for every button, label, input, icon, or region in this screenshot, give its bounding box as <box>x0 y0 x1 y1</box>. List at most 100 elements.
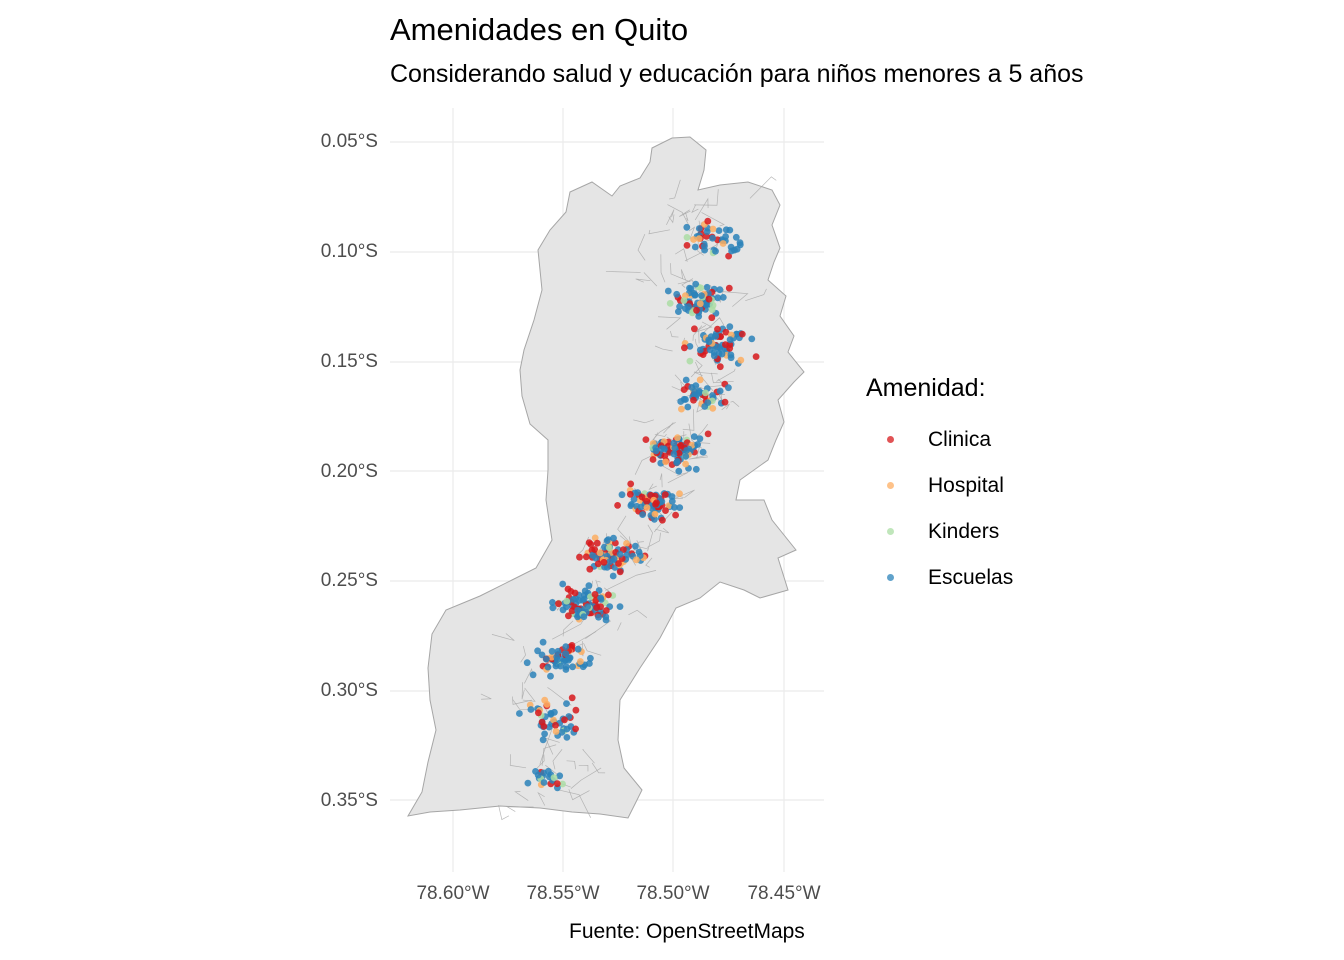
hospital-point <box>623 540 630 547</box>
escuela-point <box>698 292 705 299</box>
neighborhood-boundary <box>730 401 740 408</box>
clinica-point <box>587 540 595 548</box>
escuela-point <box>616 550 624 558</box>
escuela-point <box>559 580 567 588</box>
escuela-point <box>688 384 696 391</box>
clinica-point <box>572 706 580 714</box>
neighborhood-boundary <box>679 209 691 217</box>
clinica-point <box>591 546 599 553</box>
neighborhood-boundary <box>691 204 699 214</box>
hospital-point <box>719 240 727 247</box>
clinica-point <box>704 217 712 225</box>
clinica-point <box>704 430 712 438</box>
hospital-point <box>709 405 717 412</box>
neighborhood-boundary <box>617 622 622 631</box>
escuela-point <box>574 645 582 653</box>
neighborhood-boundary <box>557 789 591 818</box>
escuela-point <box>610 534 617 542</box>
clinica-dot-icon <box>887 436 894 443</box>
clinica-point <box>605 591 612 599</box>
escuela-point <box>685 303 692 311</box>
escuela-point <box>630 496 638 503</box>
clinica-point <box>614 502 621 509</box>
neighborhood-boundary <box>633 419 654 424</box>
hospital-point <box>674 434 681 442</box>
escuela-point <box>722 226 730 234</box>
escuela-point <box>690 433 698 440</box>
neighborhood-boundary <box>568 789 590 801</box>
escuela-point <box>553 653 561 661</box>
escuela-point <box>569 663 576 671</box>
escuela-point <box>539 638 547 646</box>
hospital-point <box>633 556 640 564</box>
neighborhood-boundary <box>693 371 718 377</box>
escuela-point <box>668 497 676 505</box>
escuela-point <box>603 537 611 545</box>
escuela-point <box>549 599 556 606</box>
neighborhood-boundary <box>667 471 689 484</box>
escuela-point <box>695 225 703 232</box>
clinica-point <box>649 456 657 463</box>
clinica-point <box>653 499 660 507</box>
escuela-point <box>691 243 699 251</box>
neighborhood-boundary <box>582 749 595 764</box>
clinica-point <box>708 314 716 322</box>
escuela-point <box>580 595 588 603</box>
escuela-point <box>671 444 679 452</box>
neighborhood-boundary <box>498 805 510 821</box>
escuela-point <box>579 663 587 671</box>
x-tick-label: 78.55°W <box>526 883 600 904</box>
escuela-point <box>736 239 744 247</box>
clinica-point <box>552 721 559 729</box>
escuela-point <box>534 647 541 655</box>
hospital-dot-icon <box>887 482 894 489</box>
neighborhood-boundary <box>521 682 525 700</box>
escuela-point <box>562 663 570 671</box>
escuela-point <box>563 725 571 733</box>
hospital-point <box>676 490 683 497</box>
clinica-point <box>600 558 608 566</box>
neighborhood-boundary <box>537 791 546 806</box>
neighborhood-boundary <box>505 806 534 812</box>
clinica-point <box>721 398 729 406</box>
legend-label: Clinica <box>928 428 992 451</box>
neighborhood-boundary <box>648 229 670 235</box>
escuela-point <box>539 736 547 744</box>
neighborhood-boundary <box>512 696 532 705</box>
escuela-point <box>682 396 689 403</box>
legend: Amenidad: Clinica Hospital Kinders Escue… <box>866 374 1013 601</box>
escuela-point <box>554 647 562 655</box>
neighborhood-boundary <box>692 325 703 341</box>
neighborhood-boundary <box>688 454 709 460</box>
amenity-points <box>516 217 760 792</box>
escuela-point <box>726 323 734 331</box>
legend-label: Escuelas <box>928 566 1014 589</box>
clinica-point <box>680 386 688 393</box>
kinders-point <box>666 300 674 307</box>
neighborhood-boundary <box>694 189 719 206</box>
hospital-point <box>651 510 659 518</box>
escuela-point <box>732 233 740 241</box>
legend-key <box>880 429 902 451</box>
escuela-point <box>727 351 735 359</box>
escuela-point <box>558 728 566 736</box>
legend-item-clinica: Clinica <box>866 417 1013 463</box>
escuela-point <box>529 671 537 679</box>
escuela-point <box>524 779 532 787</box>
hospital-point <box>591 534 599 542</box>
clinica-point <box>615 560 622 567</box>
escuela-point <box>710 352 718 360</box>
clinica-point <box>568 607 576 615</box>
escuela-point <box>701 242 708 250</box>
hospital-point <box>550 716 557 724</box>
clinica-point <box>642 436 650 443</box>
neighborhood-boundary <box>605 570 657 591</box>
neighborhood-boundary <box>713 290 749 307</box>
clinica-point <box>659 516 666 524</box>
neighborhood-boundary <box>685 212 689 222</box>
source-caption: Fuente: OpenStreetMaps <box>569 920 805 943</box>
escuela-point <box>675 467 683 475</box>
escuela-point <box>563 700 570 707</box>
clinica-point <box>677 441 685 449</box>
escuela-point <box>584 603 591 610</box>
